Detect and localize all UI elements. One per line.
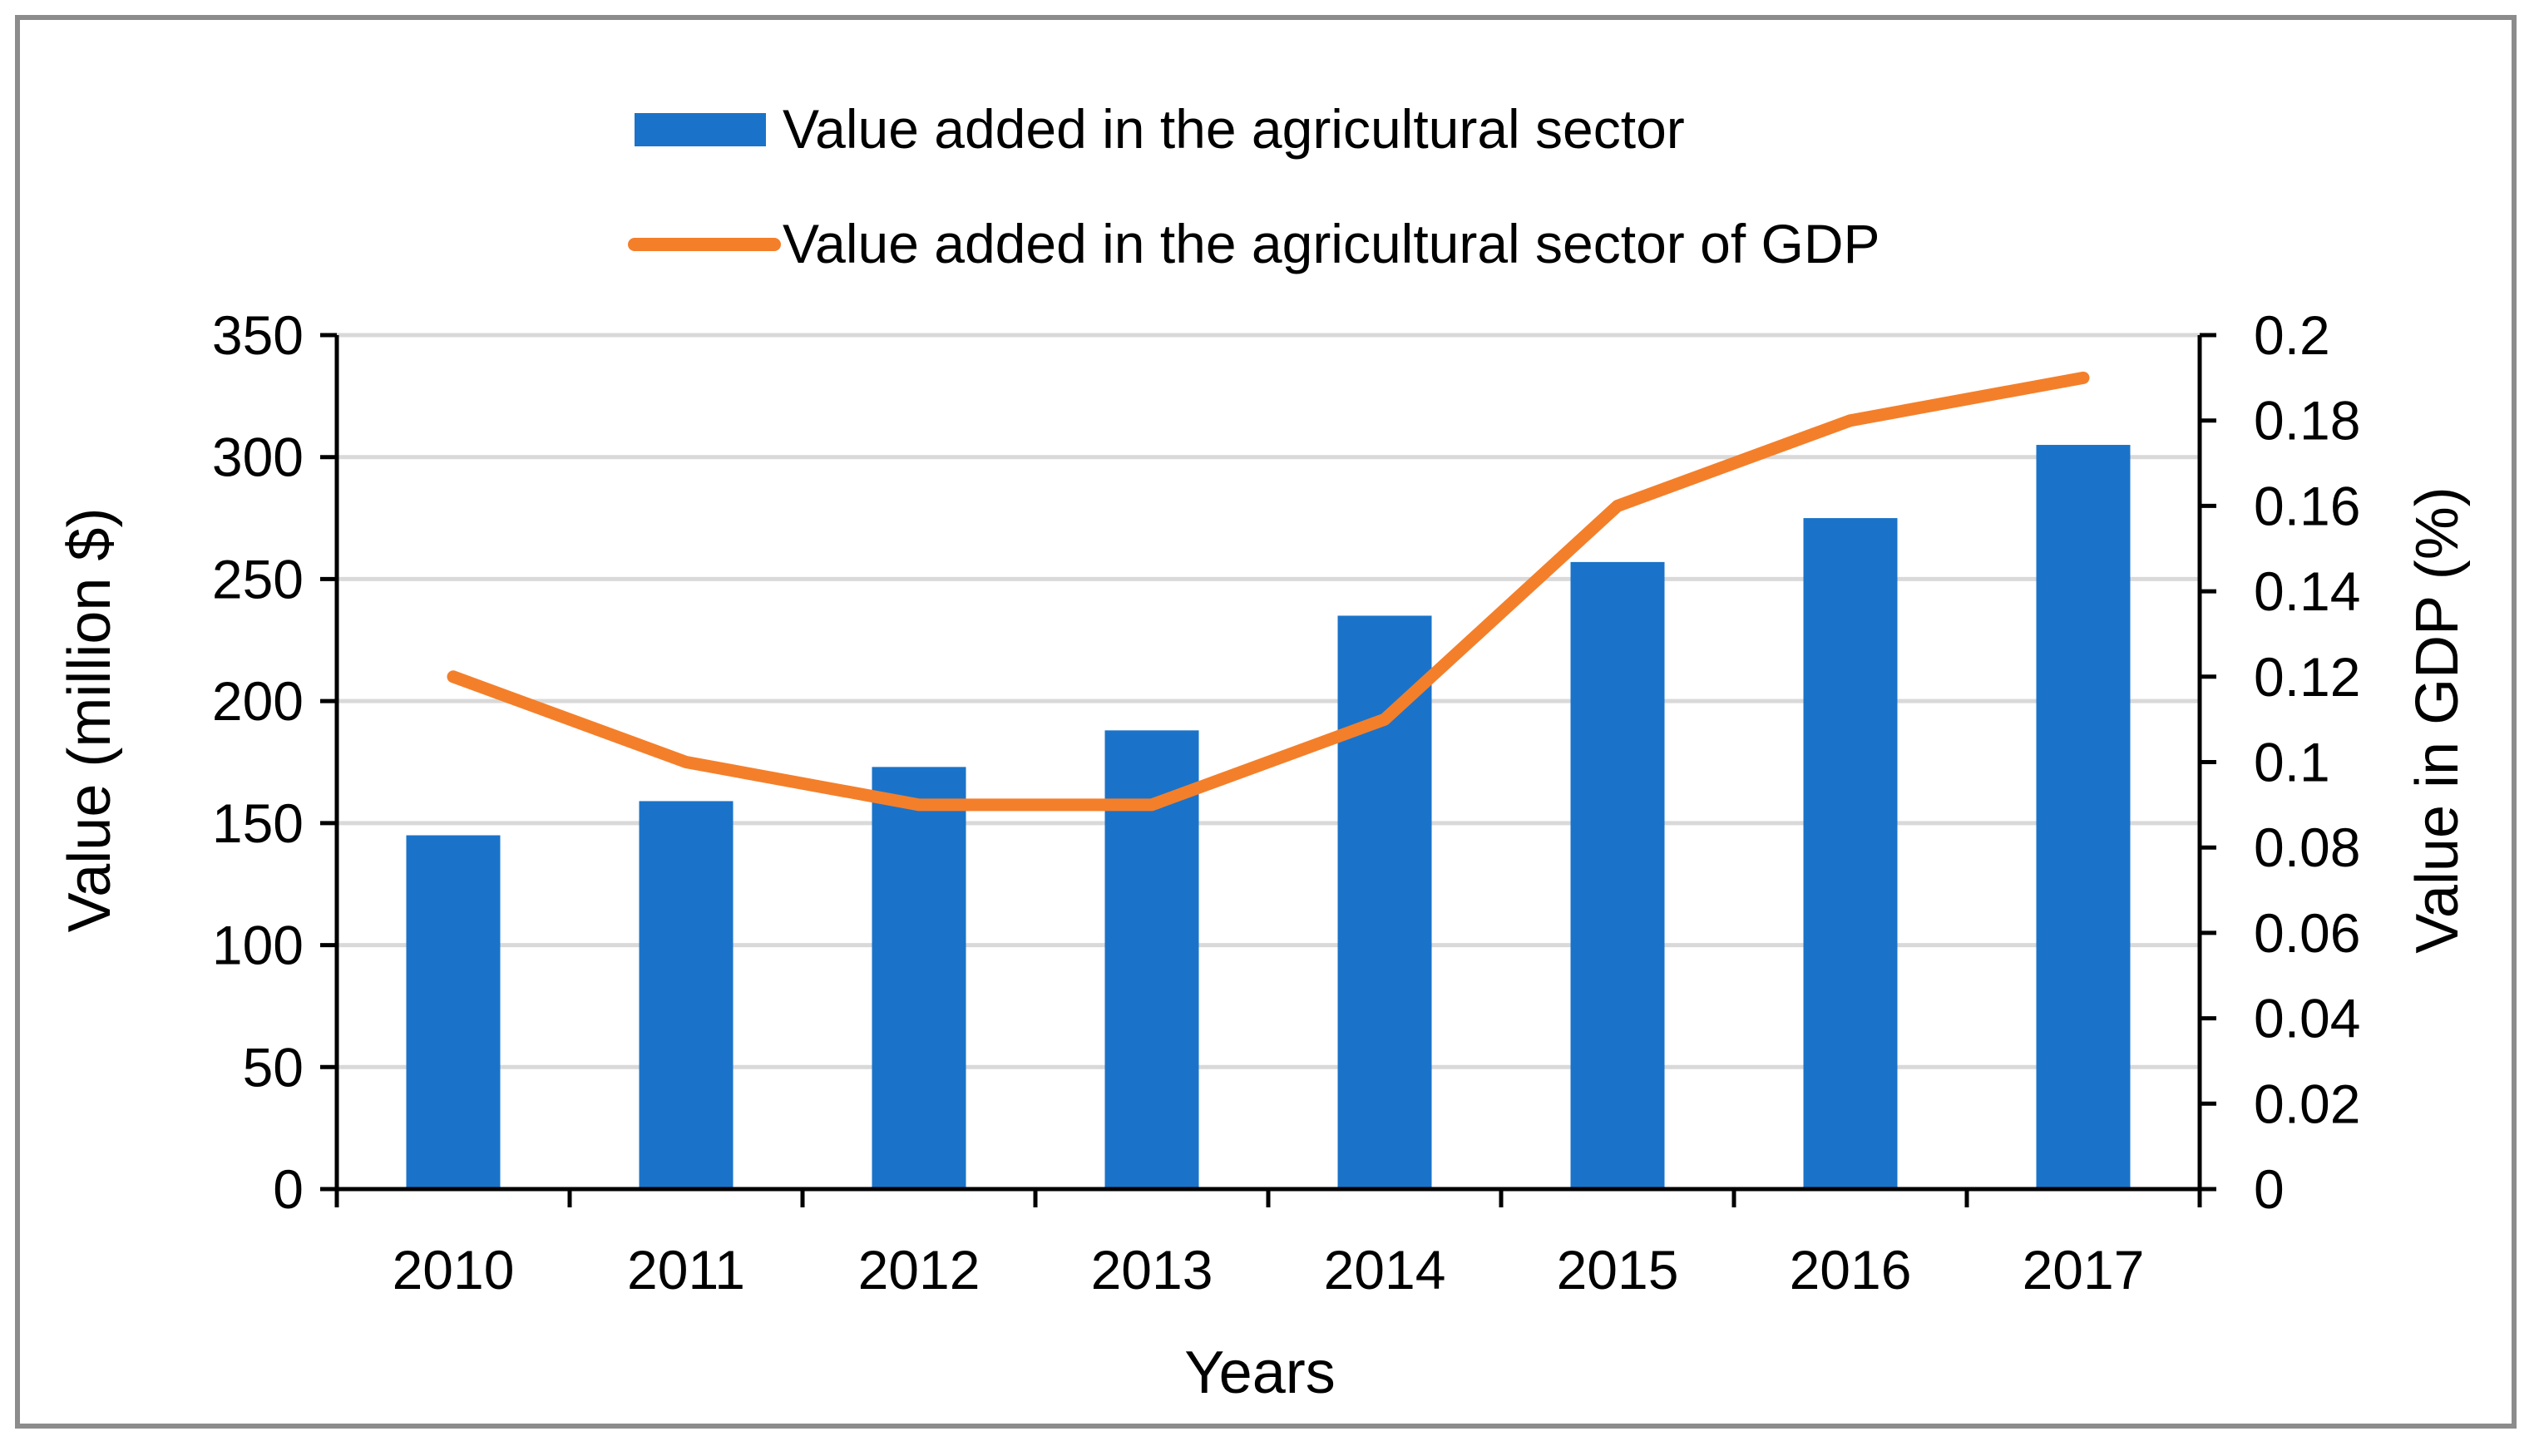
y-axis-title: Value (million $) bbox=[57, 508, 123, 933]
gdp-share-line bbox=[447, 371, 2090, 812]
bar-2017 bbox=[2036, 445, 2131, 1189]
legend-label-line: Value added in the agricultural sector o… bbox=[783, 213, 1880, 274]
y2-tick-label: 0 bbox=[2254, 1158, 2285, 1220]
x-tick-label: 2017 bbox=[2023, 1239, 2145, 1301]
y-tick-label: 0 bbox=[273, 1158, 304, 1220]
y2-axis-title: Value in GDP (%) bbox=[2404, 486, 2471, 954]
legend-label-bar: Value added in the agricultural sector bbox=[783, 98, 1685, 160]
bar-2014 bbox=[1337, 615, 1432, 1189]
y-tick-label: 250 bbox=[212, 548, 304, 610]
y-tick-label: 100 bbox=[212, 915, 304, 976]
axes bbox=[320, 333, 2216, 1207]
y-tick-label: 150 bbox=[212, 792, 304, 854]
bar-2012 bbox=[872, 767, 966, 1189]
legend-swatch-bar bbox=[635, 113, 766, 146]
x-axis-title: Years bbox=[1184, 1340, 1335, 1406]
y2-tick-label: 0.08 bbox=[2254, 817, 2360, 878]
y2-tick-label: 0.1 bbox=[2254, 732, 2330, 793]
y2-tick-label: 0.14 bbox=[2254, 560, 2360, 622]
bar-series bbox=[406, 445, 2131, 1189]
y2-tick-label: 0.04 bbox=[2254, 988, 2360, 1049]
bar-2010 bbox=[406, 835, 501, 1189]
y-tick-label: 350 bbox=[212, 304, 304, 366]
bar-2015 bbox=[1570, 561, 1665, 1189]
y2-tick-label: 0.2 bbox=[2254, 304, 2330, 366]
y-tick-label: 50 bbox=[243, 1036, 304, 1098]
y2-tick-label: 0.16 bbox=[2254, 475, 2360, 536]
y2-tick-label: 0.18 bbox=[2254, 390, 2360, 452]
x-tick-label: 2012 bbox=[858, 1239, 981, 1301]
bar-2011 bbox=[639, 801, 734, 1189]
line-series bbox=[447, 371, 2090, 812]
y-tick-label: 300 bbox=[212, 427, 304, 488]
y2-tick-labels: 0 0.02 0.04 0.06 0.08 0.1 0.12 0.14 0.16 0.18 0.2 bbox=[2254, 304, 2360, 1220]
x-tick-label: 2013 bbox=[1091, 1239, 1213, 1301]
x-tick-labels: 2010 2011 2012 2013 2014 2015 2016 2017 bbox=[393, 1239, 2145, 1301]
gridlines bbox=[337, 333, 2200, 1069]
x-tick-label: 2016 bbox=[1790, 1239, 1912, 1301]
y-tick-label: 200 bbox=[212, 670, 304, 732]
x-tick-label: 2010 bbox=[393, 1239, 515, 1301]
x-tick-label: 2011 bbox=[627, 1239, 745, 1301]
legend: Value added in the agricultural sector V… bbox=[628, 98, 1880, 274]
y2-tick-label: 0.02 bbox=[2254, 1073, 2360, 1134]
x-tick-label: 2015 bbox=[1557, 1239, 1679, 1301]
y2-tick-label: 0.06 bbox=[2254, 902, 2360, 964]
y-tick-labels: 0 50 100 150 200 250 300 350 bbox=[212, 304, 304, 1220]
y2-tick-label: 0.12 bbox=[2254, 646, 2360, 708]
bar-2016 bbox=[1803, 518, 1898, 1189]
x-tick-label: 2014 bbox=[1324, 1239, 1446, 1301]
